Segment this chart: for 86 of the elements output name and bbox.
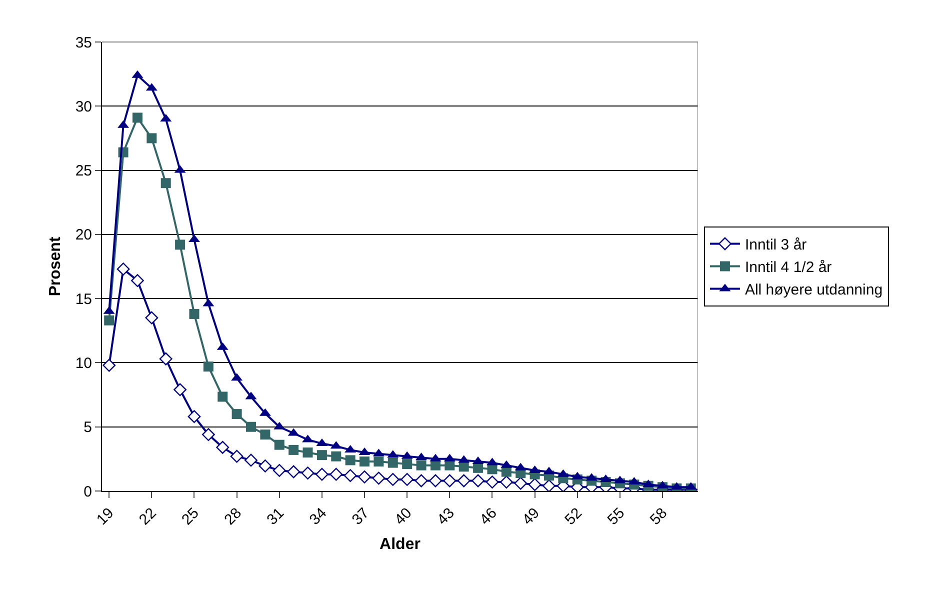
y-tick-label: 10 (75, 354, 92, 372)
point (230, 450, 244, 463)
x-tick-label: 22 (136, 504, 160, 528)
point (316, 468, 328, 481)
y-tick-label: 0 (84, 483, 92, 500)
legend-label: All høyere utdanning (744, 282, 883, 299)
point (486, 476, 499, 488)
point (216, 440, 230, 454)
x-tick-label: 25 (178, 504, 202, 528)
point (203, 362, 214, 372)
point (501, 466, 512, 477)
x-tick-label: 52 (562, 504, 586, 528)
x-tick-label: 46 (476, 504, 500, 528)
point (246, 422, 256, 432)
y-tick-label: 15 (75, 290, 92, 308)
point (360, 456, 370, 466)
y-tick-label: 5 (84, 419, 92, 436)
legend-label: Inntil 4 1/2 år (744, 259, 832, 276)
point (443, 474, 456, 488)
point (104, 315, 114, 326)
point (272, 464, 286, 477)
point (386, 473, 400, 486)
point (287, 465, 300, 478)
point (372, 472, 386, 485)
x-tick-label: 58 (646, 504, 671, 528)
point (414, 474, 428, 488)
point (472, 474, 484, 488)
y-tick-label: 20 (75, 226, 92, 244)
point (473, 462, 484, 473)
y-tick-label: 35 (75, 34, 92, 52)
point (400, 473, 414, 486)
point (260, 430, 270, 440)
point (458, 462, 469, 472)
point (174, 383, 186, 396)
point (132, 112, 142, 123)
point (388, 458, 398, 468)
point (188, 410, 201, 424)
point (542, 479, 556, 491)
point (457, 474, 470, 488)
point (175, 240, 186, 250)
point (274, 440, 284, 450)
x-tick-label: 55 (604, 504, 628, 528)
point (429, 474, 442, 488)
point (402, 459, 412, 470)
point (416, 460, 426, 470)
point (302, 448, 313, 458)
point (102, 358, 116, 372)
point (116, 262, 130, 276)
point (430, 460, 440, 470)
point (160, 178, 171, 188)
legend-label: Inntil 3 år (744, 236, 807, 254)
y-tick-label: 30 (75, 98, 92, 116)
point (189, 308, 200, 319)
x-tick-label: 19 (93, 504, 118, 528)
point (218, 392, 228, 402)
point (301, 466, 314, 480)
point (500, 476, 513, 488)
point (344, 469, 357, 482)
point (232, 409, 242, 420)
point (514, 476, 528, 490)
y-axis-title: Prosent (47, 236, 64, 296)
x-tick-label: 43 (434, 504, 458, 528)
point (374, 456, 384, 466)
point (528, 478, 542, 491)
x-tick-label: 40 (391, 504, 416, 528)
x-tick-label: 31 (264, 504, 288, 528)
point (131, 274, 144, 288)
x-tick-label: 49 (519, 504, 543, 528)
x-tick-label: 34 (306, 504, 330, 528)
point (146, 133, 157, 144)
x-axis-title: Alder (380, 536, 420, 553)
point (258, 460, 272, 472)
point (202, 428, 215, 441)
point (444, 460, 455, 470)
point (330, 468, 343, 481)
point (244, 454, 258, 467)
point (345, 455, 356, 466)
point (316, 450, 327, 460)
point (159, 352, 172, 366)
point (145, 311, 158, 324)
x-tick-label: 28 (221, 504, 245, 528)
y-tick-label: 25 (75, 162, 92, 180)
point (331, 451, 342, 462)
x-tick-label: 37 (348, 504, 373, 528)
point (358, 470, 371, 484)
point (288, 444, 299, 455)
